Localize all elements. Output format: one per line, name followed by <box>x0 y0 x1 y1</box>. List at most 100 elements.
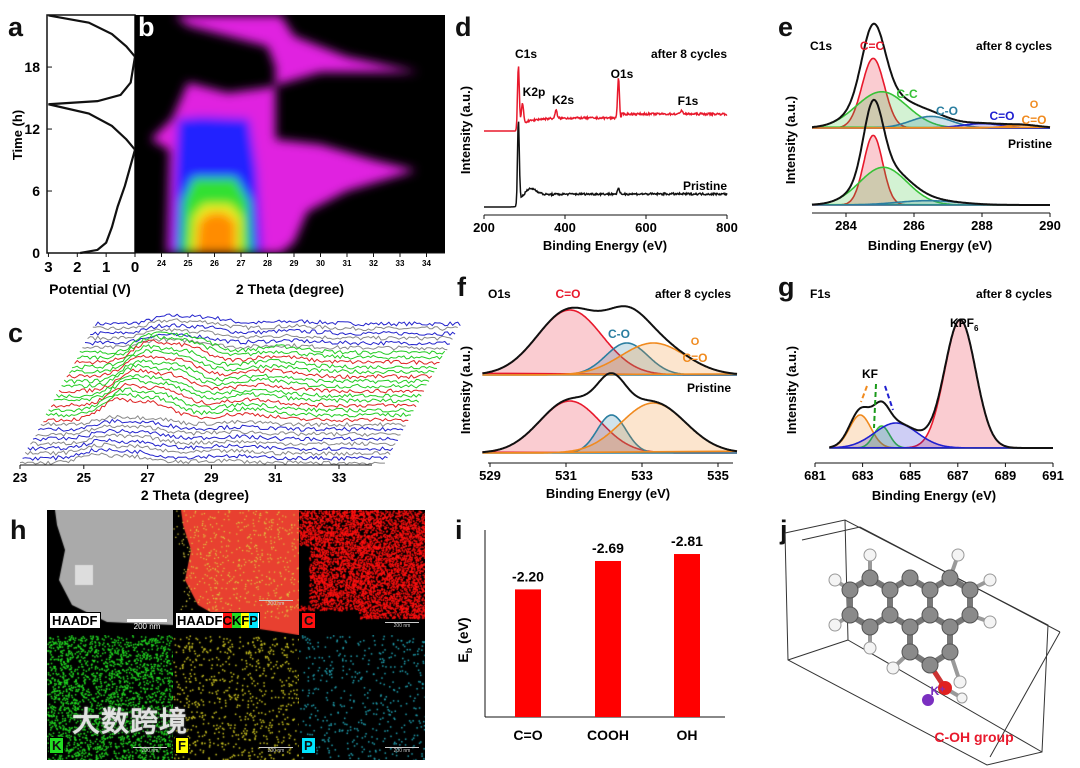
hydrogen-atom <box>983 615 997 629</box>
overlay-tag: HAADFCKFP <box>175 612 260 629</box>
xrd-trace <box>24 442 391 457</box>
envelope-line <box>811 98 1050 206</box>
eb-unit: (eV) <box>455 617 471 647</box>
carbon-atom <box>921 606 939 624</box>
x-tick-label: 25 <box>77 470 91 485</box>
label-kpf6: KPF6 <box>950 316 979 333</box>
kpf-main: KPF <box>950 316 974 330</box>
x-tick-label: 681 <box>804 468 826 483</box>
unit-cell-box <box>784 519 1061 766</box>
carbon-atom <box>841 606 859 624</box>
label-c-o: C-O <box>608 327 630 341</box>
x-tick-label: 284 <box>835 218 857 233</box>
survey-after-cycles-line <box>484 66 728 132</box>
xrd-trace <box>84 333 450 346</box>
hydrogen-atom <box>886 661 900 675</box>
a-ylabel: Time (h) <box>10 110 25 160</box>
label-k-plus: K⁺ <box>931 684 946 698</box>
panel-f: 529 531 533 535 O1s C=O C-O O C=O after 8 c… <box>458 287 738 501</box>
e-xlabel: Binding Energy (eV) <box>868 238 992 253</box>
dark-region <box>333 15 374 31</box>
envelope-line <box>482 305 738 375</box>
scale-bar: 200 nm <box>127 619 167 631</box>
label-ester-o: O <box>1030 99 1039 111</box>
panel-label-j: j <box>780 515 788 545</box>
potential-curve <box>48 14 137 255</box>
carbon-atom <box>901 618 919 636</box>
carbon-atom <box>961 581 979 599</box>
category-label: C=O <box>513 727 542 743</box>
x-tick-label: 30 <box>316 259 325 268</box>
bar <box>515 589 541 717</box>
panel-label-b: b <box>138 12 155 42</box>
bar-value-label: -2.81 <box>671 533 703 549</box>
xrd-trace <box>53 377 420 404</box>
y-tick-label: 0 <box>32 245 40 261</box>
g-xlabel: Binding Energy (eV) <box>872 488 996 503</box>
x-tick-label: 288 <box>971 218 993 233</box>
xrd-trace <box>61 363 427 389</box>
x-tick-label: 29 <box>290 259 299 268</box>
xrd-trace <box>56 374 422 399</box>
y-tick-label: 18 <box>24 59 40 75</box>
scale-bar: 200 nm <box>385 747 419 754</box>
hydrogen-atom <box>956 692 968 704</box>
d-after-label: after 8 cycles <box>651 47 727 61</box>
x-tick-label: 531 <box>555 468 577 483</box>
label-c-double-o: C=O <box>989 109 1014 123</box>
carbon-atom <box>961 606 979 624</box>
x-tick-label: 689 <box>995 468 1017 483</box>
fluorine-canvas <box>173 635 299 760</box>
xrd-trace <box>37 418 404 432</box>
panel-label-f: f <box>457 272 466 302</box>
envelope-line <box>812 22 1051 129</box>
panel-label-i: i <box>455 515 463 545</box>
x-tick-label: 32 <box>369 259 378 268</box>
x-tick-label: 29 <box>204 470 218 485</box>
f-xlabel: Binding Energy (eV) <box>546 486 670 501</box>
e-title: C1s <box>810 39 832 53</box>
f-title: O1s <box>488 287 511 301</box>
x-tick-label: 27 <box>237 259 246 268</box>
carbon-atom <box>881 606 899 624</box>
d-pristine-label: Pristine <box>683 179 727 193</box>
xrd-trace <box>82 337 448 351</box>
hydrogen-atom <box>828 618 842 632</box>
xrd-trace <box>19 452 385 466</box>
label-c-oh-group: C-OH group <box>934 729 1013 745</box>
panel-a: 0 6 12 18 3 2 1 0 Time (h) Potential (V) <box>10 14 139 297</box>
y-tick-label: 12 <box>24 121 40 137</box>
xrd-trace <box>27 438 394 452</box>
overlay-p: P <box>249 613 258 628</box>
xrd-trace <box>35 424 401 437</box>
c-tag: C <box>301 612 317 629</box>
panel-c: 23 25 27 29 31 33 2 Theta (degree) <box>13 313 461 503</box>
i-ylabel: Eb (eV) <box>455 617 474 662</box>
hydrogen-atom <box>863 641 877 655</box>
carbon-atom <box>861 569 879 587</box>
watermark: 大数跨境 <box>72 706 189 737</box>
overlay-k: K <box>231 613 242 628</box>
x-tick-label: 535 <box>707 468 729 483</box>
x-tick-label: 34 <box>422 259 431 268</box>
kf-blue-marker <box>884 385 894 411</box>
x-tick-label: 691 <box>1042 468 1064 483</box>
carbon-atom <box>941 569 959 587</box>
label-o-c-double-o: C=O <box>682 351 707 365</box>
haadf-image: HAADF 200 nm <box>47 510 173 635</box>
panel-label-d: d <box>455 12 472 42</box>
panel-b: 24 25 26 27 28 29 30 31 32 33 34 2 Theta (degree) <box>135 15 445 297</box>
x-tick-label: 533 <box>631 468 653 483</box>
e-pristine-label: Pristine <box>1008 137 1052 151</box>
f-tag: F <box>175 737 189 754</box>
kf-orange-marker <box>860 385 868 403</box>
x-tick-label: 2 <box>73 259 81 276</box>
molecule-model <box>828 548 997 706</box>
xrd-trace <box>90 323 456 336</box>
p-tag: P <box>301 737 316 754</box>
label-ester-o: O <box>691 336 700 348</box>
xrd-trace <box>87 327 453 342</box>
cell-edges <box>787 519 1061 758</box>
